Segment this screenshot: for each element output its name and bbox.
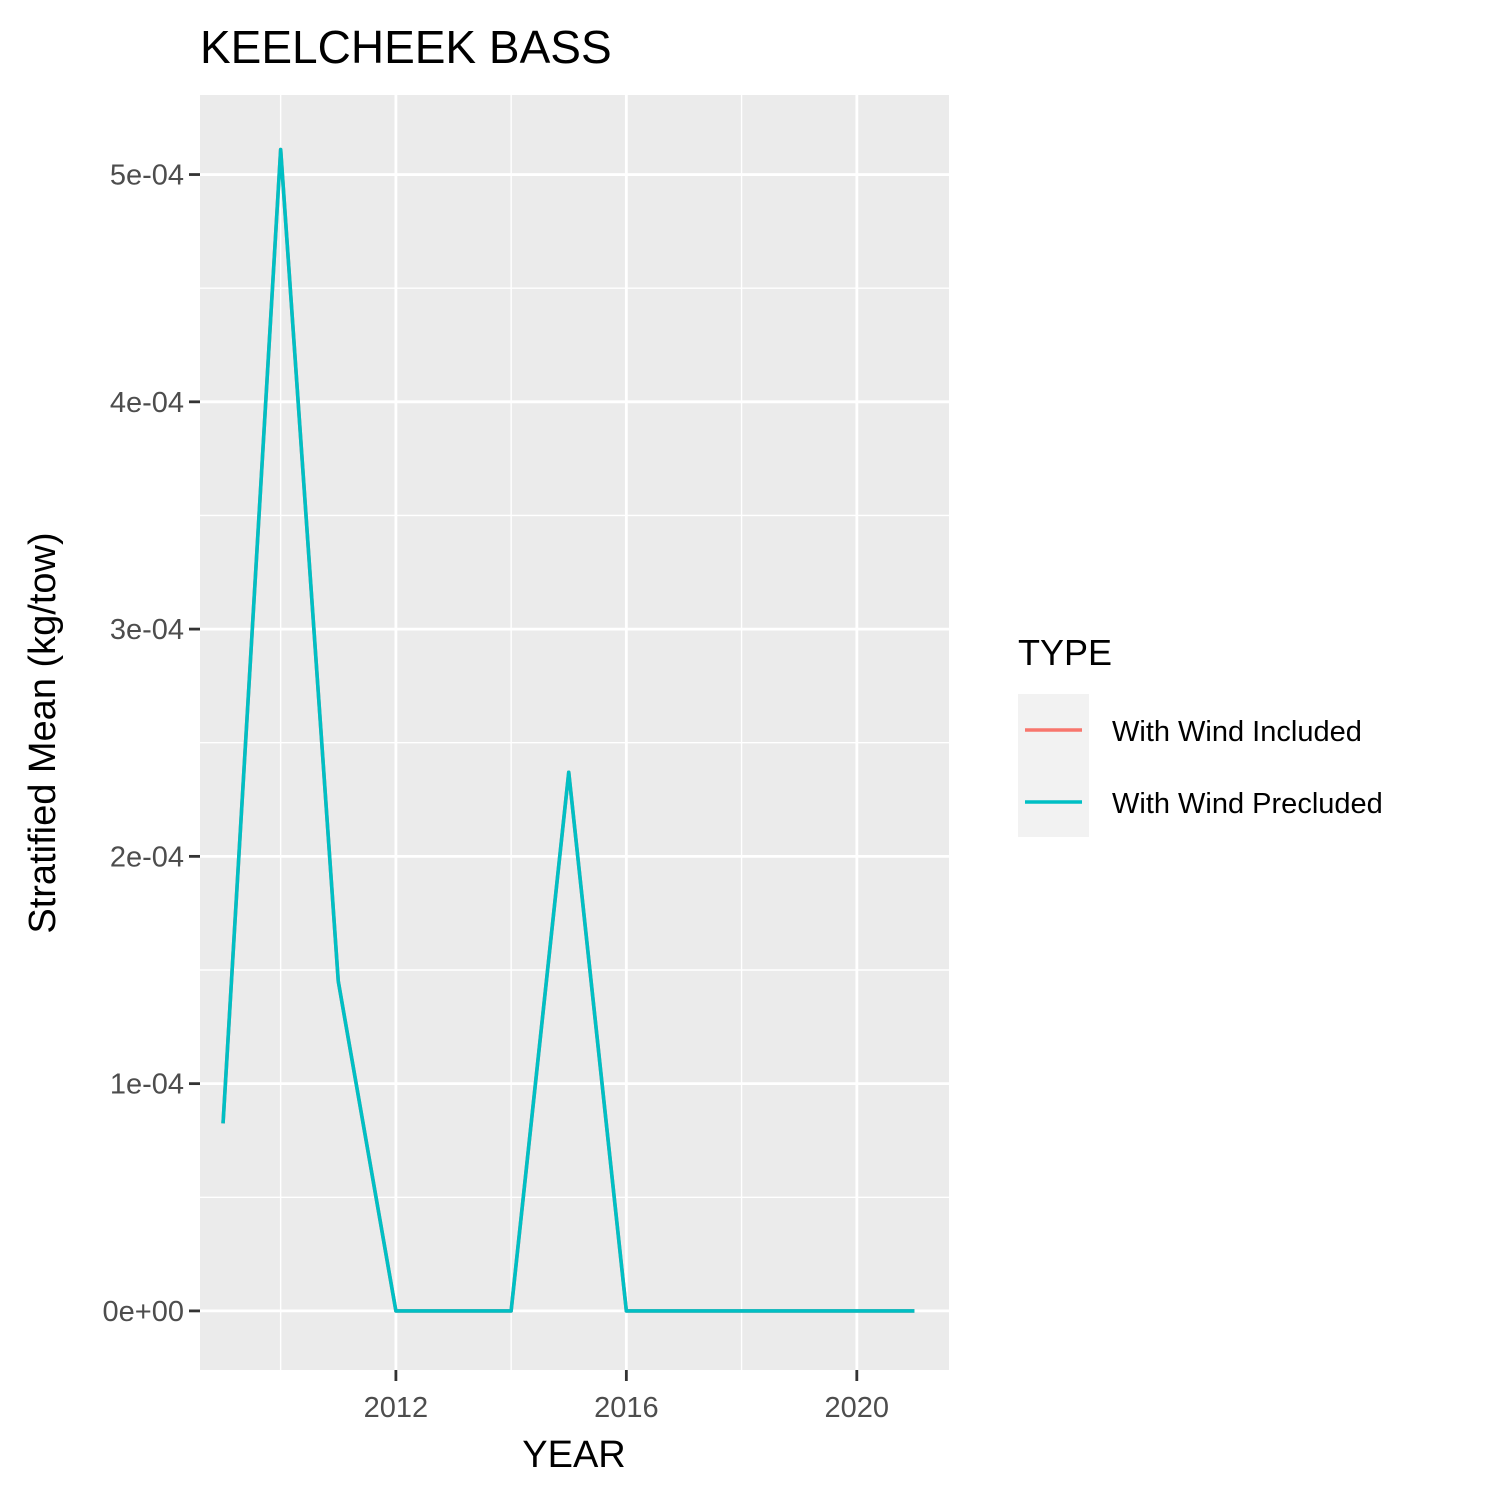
x-axis-title: YEAR: [522, 1434, 625, 1476]
minor-gridlines: [200, 95, 949, 1370]
y-tick-label: 2e-04: [110, 841, 184, 873]
legend-key-background: [1018, 694, 1089, 837]
x-tick-label: 2016: [594, 1392, 659, 1424]
legend-label-2: With Wind Precluded: [1112, 788, 1383, 820]
plot-panel: [200, 95, 949, 1370]
y-tick-label: 5e-04: [110, 160, 184, 192]
x-tick-label: 2020: [825, 1392, 890, 1424]
y-tick-label: 3e-04: [110, 614, 184, 646]
y-axis: 0e+00 1e-04 2e-04 3e-04 4e-04 5e-04: [103, 160, 200, 1328]
legend-items: With Wind Included With Wind Precluded: [1025, 716, 1383, 820]
y-tick-label: 4e-04: [110, 387, 184, 419]
y-axis-title: Stratified Mean (kg/tow): [22, 532, 64, 933]
series-line-2: [221, 147, 915, 1313]
major-gridlines: [200, 95, 949, 1370]
x-tick-label: 2012: [364, 1392, 429, 1424]
chart-title: KEELCHEEK BASS: [200, 21, 612, 73]
series-lines: [221, 147, 915, 1313]
y-tick-label: 0e+00: [103, 1296, 184, 1328]
legend: TYPE With Wind Included With Wind Preclud…: [1018, 632, 1383, 837]
x-axis: 2012 2016 2020: [364, 1370, 889, 1424]
y-tick-label: 1e-04: [110, 1069, 184, 1101]
legend-title: TYPE: [1018, 632, 1112, 673]
legend-label-1: With Wind Included: [1112, 716, 1362, 748]
